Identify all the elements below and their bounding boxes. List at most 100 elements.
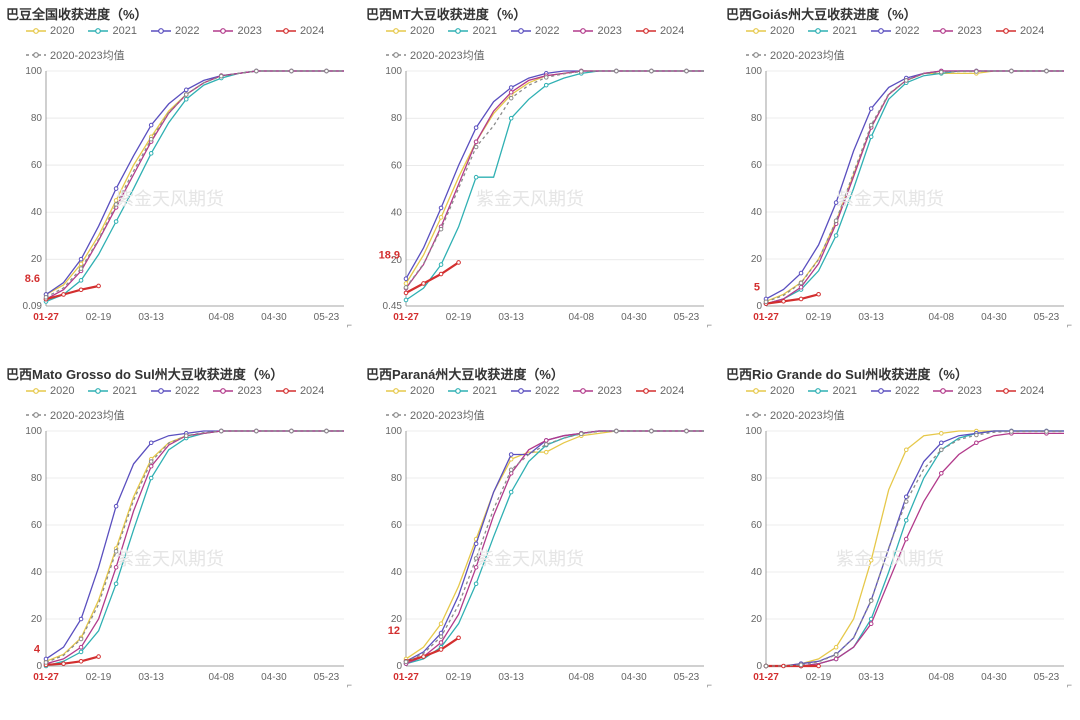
legend-item: 2022 (511, 25, 559, 37)
chart-panel: 巴西MT大豆收获进度（%）202020212022202320242020-20… (360, 0, 720, 360)
svg-text:80: 80 (391, 113, 403, 124)
legend-swatch (88, 27, 108, 35)
legend-item: 2020 (746, 385, 794, 397)
svg-text:40: 40 (751, 567, 763, 578)
svg-text:04-08: 04-08 (569, 672, 595, 683)
legend-label: 2021 (832, 25, 856, 37)
legend-label: 2023 (957, 25, 981, 37)
legend-label: 2022 (535, 25, 559, 37)
legend-label: 2023 (957, 385, 981, 397)
legend-item: 2022 (151, 25, 199, 37)
chart-legend: 202020212022202320242020-2023均值 (6, 25, 354, 63)
legend-swatch (511, 387, 531, 395)
svg-text:100: 100 (25, 66, 42, 77)
legend-swatch (386, 387, 406, 395)
legend-label: 2020 (410, 385, 434, 397)
chart-panel: 巴西Goiás州大豆收获进度（%）20202021202220232024202… (720, 0, 1080, 360)
legend-label: 2021 (472, 385, 496, 397)
svg-text:04-08: 04-08 (209, 312, 235, 323)
chart-legend: 202020212022202320242020-2023均值 (366, 385, 714, 423)
svg-text:05-23: 05-23 (314, 672, 340, 683)
svg-text:60: 60 (391, 520, 403, 531)
legend-item: 2020 (386, 25, 434, 37)
svg-text:01-27: 01-27 (393, 672, 419, 683)
legend-swatch (746, 27, 766, 35)
chart-title: 巴西Paraná州大豆收获进度（%） (366, 364, 714, 383)
legend-swatch (213, 387, 233, 395)
legend-label: 2024 (300, 25, 324, 37)
legend-item: 2024 (996, 25, 1044, 37)
chart-legend: 2020 2021 2022 2023 2024 2020-2023均值 (366, 25, 714, 63)
svg-text:02-19: 02-19 (86, 672, 112, 683)
legend-item: 2020-2023均值 (386, 407, 485, 423)
svg-text:02-19: 02-19 (446, 312, 472, 323)
legend-item: 2020 (746, 25, 794, 37)
svg-text:02-19: 02-19 (806, 672, 832, 683)
svg-text:40: 40 (391, 208, 403, 219)
legend-swatch (746, 51, 766, 59)
svg-text:100: 100 (25, 426, 42, 437)
legend-label: 2020 (50, 25, 74, 37)
legend-item: 2024 (996, 385, 1044, 397)
svg-text:04-08: 04-08 (929, 672, 955, 683)
svg-text:60: 60 (31, 520, 43, 531)
svg-text:40: 40 (31, 207, 43, 218)
legend-swatch (151, 27, 171, 35)
legend-label: 2024 (660, 25, 684, 37)
legend-item: 2020-2023均值 (26, 47, 125, 63)
legend-item: 2020 (386, 385, 434, 397)
svg-text:01-27: 01-27 (753, 672, 779, 683)
legend-label: 2020-2023均值 (50, 47, 125, 63)
svg-text:05-23: 05-23 (1034, 672, 1060, 683)
legend-item: 2021 (88, 25, 136, 37)
svg-text:0.09: 0.09 (23, 301, 43, 312)
svg-text:04-30: 04-30 (621, 312, 647, 323)
legend-swatch (871, 387, 891, 395)
legend-swatch (808, 387, 828, 395)
legend-swatch (746, 411, 766, 419)
svg-text:03-13: 03-13 (498, 312, 524, 323)
chart-title: 巴西Rio Grande do Sul州收获进度（%） (726, 364, 1074, 383)
chart-plot: 02040608010001-2702-1903-1304-0804-3005-… (366, 425, 714, 690)
legend-label: 2020-2023均值 (410, 407, 485, 423)
legend-label: 2020-2023均值 (410, 47, 485, 63)
svg-text:05-23: 05-23 (674, 672, 700, 683)
legend-item: 2023 (213, 385, 261, 397)
svg-text:100: 100 (385, 426, 402, 437)
legend-label: 2022 (895, 385, 919, 397)
legend-swatch (448, 387, 468, 395)
svg-text:04-08: 04-08 (929, 312, 955, 323)
chart-plot: 204060801000.4501-2702-1903-1304-0804-30… (366, 65, 714, 330)
corner-mark: ⌐ (1067, 320, 1072, 330)
legend-swatch (746, 387, 766, 395)
svg-text:05-23: 05-23 (674, 312, 700, 323)
svg-text:80: 80 (31, 473, 43, 484)
svg-text:80: 80 (751, 473, 763, 484)
svg-text:01-27: 01-27 (33, 312, 59, 323)
legend-label: 2021 (472, 25, 496, 37)
legend-item: 2024 (636, 385, 684, 397)
legend-swatch (636, 387, 656, 395)
chart-legend: 202020212022202320242020-2023均值 (726, 385, 1074, 423)
legend-label: 2024 (300, 385, 324, 397)
legend-item: 2024 (276, 385, 324, 397)
corner-mark: ⌐ (347, 680, 352, 690)
legend-swatch (448, 27, 468, 35)
legend-label: 2022 (535, 385, 559, 397)
legend-swatch (636, 27, 656, 35)
legend-item: 2023 (573, 25, 621, 37)
legend-label: 2021 (112, 385, 136, 397)
svg-text:5: 5 (754, 281, 760, 293)
legend-item: 2022 (871, 385, 919, 397)
legend-label: 2020-2023均值 (770, 407, 845, 423)
svg-text:20: 20 (31, 254, 43, 265)
legend-item: 2021 (448, 25, 496, 37)
chart-panel: 巴西Rio Grande do Sul州收获进度（%）2020202120222… (720, 360, 1080, 720)
svg-text:20: 20 (31, 614, 43, 625)
legend-swatch (26, 387, 46, 395)
legend-item: 2021 (448, 385, 496, 397)
legend-item: 2020-2023均值 (746, 407, 845, 423)
legend-item: 2020 (26, 25, 74, 37)
legend-item: 2023 (933, 385, 981, 397)
legend-label: 2024 (660, 385, 684, 397)
